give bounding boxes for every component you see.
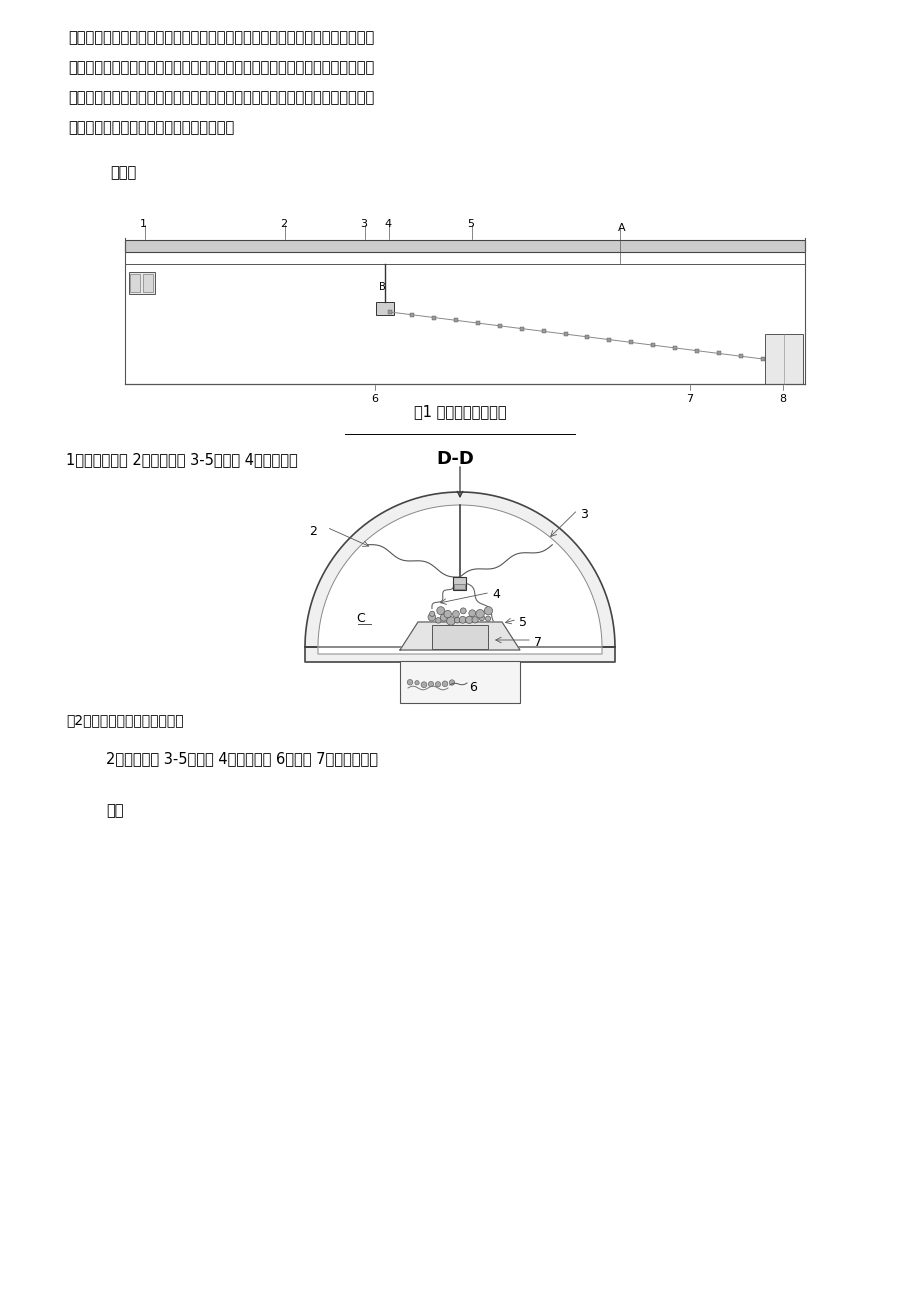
Text: 6: 6	[469, 681, 476, 694]
Bar	[129, 272, 154, 294]
Bar	[453, 577, 466, 590]
Text: 以辅助综掘机二运出货。同时，打运和综掘机二运出货互不干涉，可以同步运行: 以辅助综掘机二运出货。同时，打运和综掘机二运出货互不干涉，可以同步运行	[68, 60, 374, 76]
Polygon shape	[400, 622, 519, 650]
Text: 图1 气动单轨吊示意图: 图1 气动单轨吊示意图	[414, 404, 505, 419]
Text: 5: 5	[518, 616, 527, 629]
Text: 总结: 总结	[106, 803, 123, 818]
Text: 4: 4	[492, 589, 499, 602]
Circle shape	[442, 681, 448, 686]
Bar	[376, 302, 393, 315]
Polygon shape	[305, 492, 614, 661]
Circle shape	[475, 609, 483, 618]
Circle shape	[452, 611, 459, 617]
Circle shape	[428, 681, 433, 686]
Circle shape	[479, 615, 484, 621]
Circle shape	[435, 682, 440, 687]
Circle shape	[437, 607, 444, 615]
Circle shape	[440, 615, 447, 621]
Text: 5: 5	[467, 219, 473, 229]
Bar	[130, 273, 140, 292]
Text: 直线上，从而保证出煤时落煤准确。气动单轨吊不仅可以运输材料、设备，还可: 直线上，从而保证出煤时落煤准确。气动单轨吊不仅可以运输材料、设备，还可	[68, 30, 374, 46]
Text: 气动单轨吊安装一次成型，无需二次安装。单轨吊能一机多用，提高了单轨吊的: 气动单轨吊安装一次成型，无需二次安装。单轨吊能一机多用，提高了单轨吊的	[68, 90, 374, 105]
Circle shape	[429, 611, 435, 616]
Circle shape	[407, 680, 413, 685]
Circle shape	[471, 617, 478, 622]
Circle shape	[414, 681, 419, 685]
Circle shape	[448, 680, 454, 685]
Bar	[432, 625, 487, 648]
Circle shape	[421, 682, 426, 687]
Text: C: C	[356, 612, 364, 625]
Circle shape	[454, 617, 460, 622]
Circle shape	[459, 616, 466, 624]
Polygon shape	[318, 505, 601, 654]
Circle shape	[435, 617, 440, 624]
Text: 利用价值，充分发挥了单轨吊的经济价值。: 利用价值，充分发挥了单轨吊的经济价值。	[68, 120, 234, 135]
Circle shape	[444, 611, 451, 618]
Text: 2、单轨吊梁 3-5、锚链 4、滑行小车 6、刮板 7、综掘机二运: 2、单轨吊梁 3-5、锚链 4、滑行小车 6、刮板 7、综掘机二运	[106, 751, 378, 766]
Circle shape	[427, 613, 436, 621]
Bar	[400, 661, 519, 703]
Text: 2: 2	[279, 219, 287, 229]
Text: 3: 3	[579, 508, 587, 521]
Bar	[765, 335, 802, 384]
Bar	[454, 583, 465, 589]
Text: B: B	[379, 283, 385, 292]
Text: 7: 7	[686, 395, 692, 404]
Text: 8: 8	[778, 395, 785, 404]
Circle shape	[485, 616, 490, 621]
Text: 2: 2	[309, 526, 316, 539]
Circle shape	[465, 616, 472, 624]
Text: 1、气动单轨吊 2、单轨吊梁 3-5、锚链 4、滑行小车: 1、气动单轨吊 2、单轨吊梁 3-5、锚链 4、滑行小车	[66, 452, 298, 467]
Text: A: A	[618, 223, 625, 233]
Bar	[125, 240, 804, 253]
Circle shape	[469, 609, 475, 617]
Text: 4: 4	[383, 219, 391, 229]
Text: 如图：: 如图：	[110, 165, 136, 180]
Text: 3: 3	[359, 219, 367, 229]
Text: D-D: D-D	[436, 450, 473, 467]
Circle shape	[447, 617, 455, 625]
Text: 1: 1	[140, 219, 147, 229]
Text: 图2综掘机二运和单轨吊剖面图: 图2综掘机二运和单轨吊剖面图	[66, 713, 184, 727]
Circle shape	[460, 608, 466, 613]
Text: 7: 7	[533, 635, 541, 648]
Text: 6: 6	[370, 395, 378, 404]
Bar	[142, 273, 153, 292]
Circle shape	[483, 607, 492, 615]
